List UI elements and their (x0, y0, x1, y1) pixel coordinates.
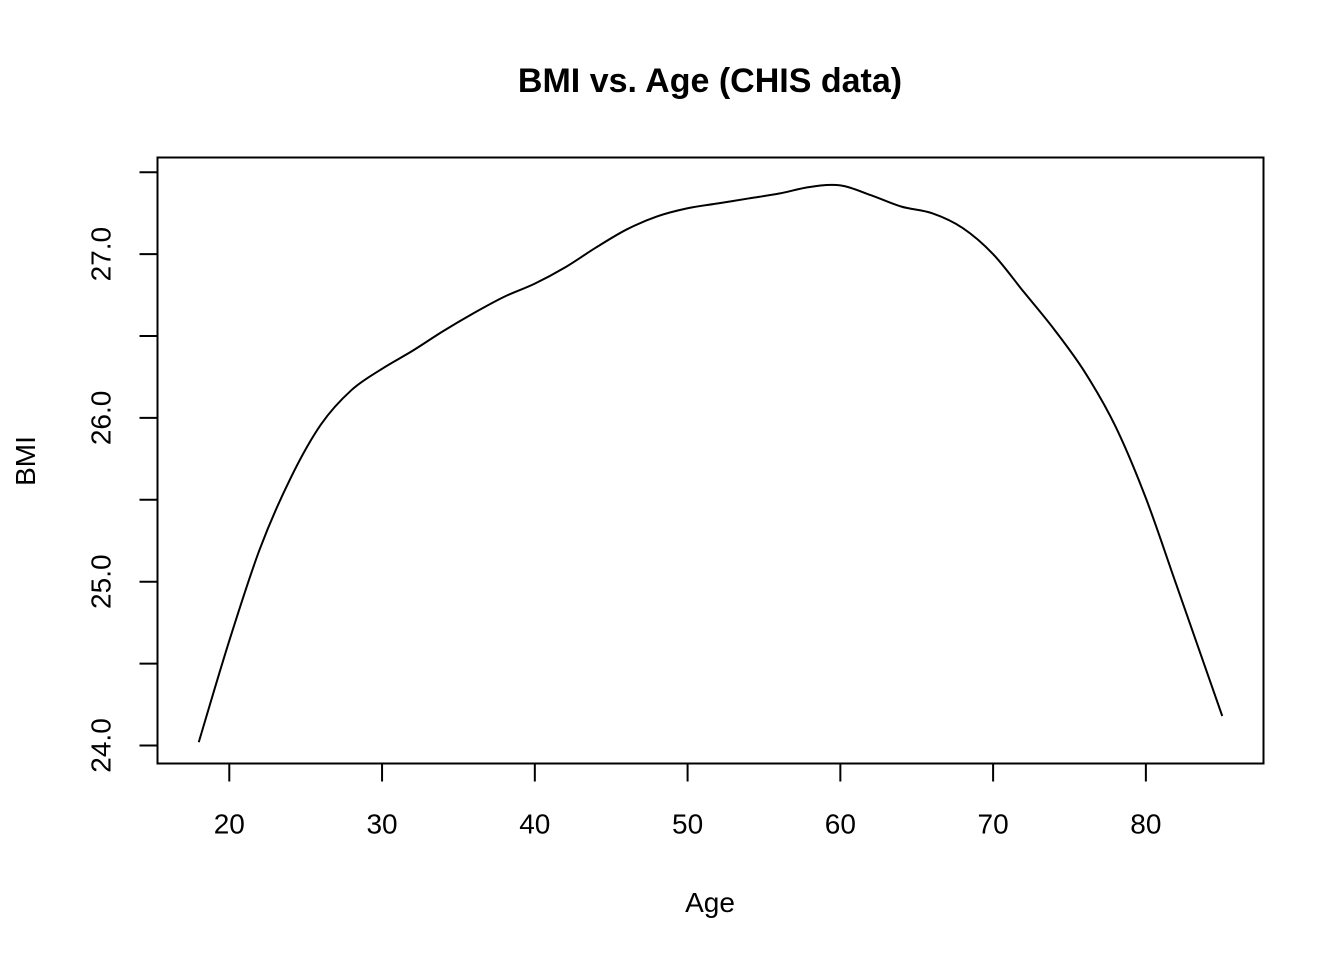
y-axis-title: BMI (10, 436, 41, 486)
y-tick-label: 25.0 (86, 554, 117, 609)
x-tick-label: 80 (1130, 809, 1161, 840)
y-axis: 24.0 25.0 26.0 27.0 (86, 171, 159, 773)
x-tick-label: 70 (978, 809, 1009, 840)
x-tick-label: 60 (825, 809, 856, 840)
x-tick-label: 20 (214, 809, 245, 840)
x-tick-label: 50 (672, 809, 703, 840)
x-axis-title: Age (685, 887, 735, 918)
x-tick-label: 40 (519, 809, 550, 840)
series-line-0 (197, 183, 1224, 743)
series-layer (197, 183, 1224, 743)
x-axis: 20 30 40 50 60 70 80 (214, 762, 1161, 840)
chart-title: BMI vs. Age (CHIS data) (518, 62, 902, 100)
x-tick-label: 30 (366, 809, 397, 840)
plot-frame (156, 156, 1265, 765)
y-tick-label: 26.0 (86, 391, 117, 446)
y-tick-label: 27.0 (86, 227, 117, 282)
y-tick-label: 24.0 (86, 718, 117, 773)
